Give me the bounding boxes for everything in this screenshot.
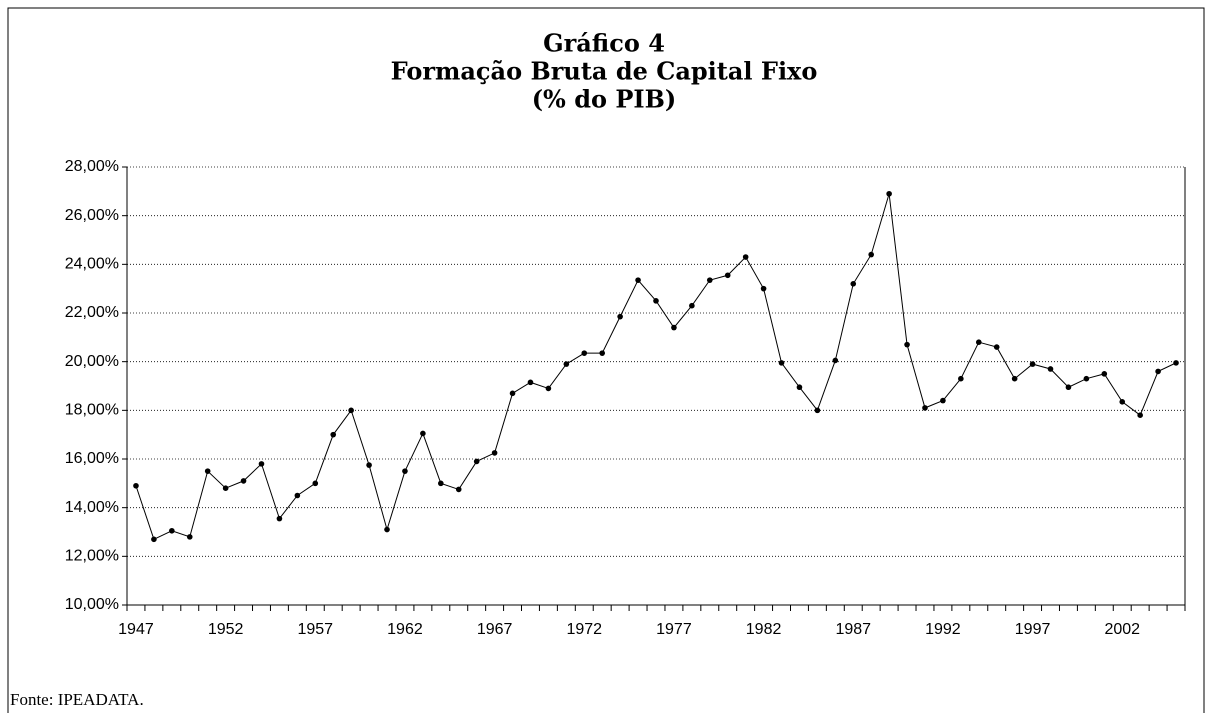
data-point — [169, 527, 175, 534]
data-point — [402, 468, 408, 474]
data-point — [240, 478, 247, 484]
y-tick-label: 20,00% — [65, 353, 119, 370]
data-point — [276, 515, 283, 522]
data-point — [617, 313, 623, 320]
data-point — [384, 526, 390, 533]
data-point — [204, 468, 211, 474]
data-point — [1137, 412, 1143, 419]
x-tick-label: 2002 — [1104, 621, 1140, 638]
data-point — [581, 350, 588, 356]
data-point — [724, 272, 731, 279]
data-point — [563, 361, 570, 367]
y-tick-label: 22,00% — [65, 304, 119, 321]
x-tick-label: 1972 — [566, 621, 602, 638]
x-tick-label: 1967 — [477, 621, 513, 638]
data-point — [742, 254, 749, 260]
data-point — [706, 277, 713, 283]
data-point — [958, 375, 964, 382]
x-tick-label: 1947 — [118, 621, 154, 638]
y-tick-label: 24,00% — [65, 256, 119, 273]
data-point — [1029, 361, 1036, 367]
data-point — [975, 339, 982, 346]
data-point — [151, 536, 157, 543]
data-point — [420, 430, 426, 437]
data-point — [222, 485, 229, 492]
data-point — [1119, 399, 1126, 405]
data-point — [366, 462, 372, 468]
data-point — [1047, 366, 1054, 372]
y-tick-label: 12,00% — [65, 548, 119, 565]
data-point — [940, 397, 946, 404]
data-point — [850, 281, 857, 287]
chart-subtitle: (% do PIB) — [532, 85, 677, 114]
data-point — [473, 458, 480, 465]
x-tick-label: 1982 — [746, 621, 782, 638]
data-point — [509, 390, 516, 397]
data-point — [312, 480, 319, 487]
x-tick-label: 1992 — [925, 621, 961, 638]
y-tick-label: 10,00% — [65, 596, 119, 613]
data-line — [135, 193, 1177, 540]
y-tick-label: 26,00% — [65, 207, 119, 224]
data-point — [671, 324, 677, 331]
y-tick-label: 14,00% — [65, 499, 119, 516]
data-point — [689, 302, 695, 309]
data-point — [599, 350, 606, 356]
x-tick-label: 1987 — [835, 621, 871, 638]
data-point — [814, 407, 821, 414]
data-point — [294, 492, 301, 499]
data-point — [886, 190, 892, 197]
data-point — [1101, 371, 1108, 377]
x-tick-label: 1962 — [387, 621, 423, 638]
data-point — [1011, 375, 1018, 382]
x-tick-label: 1997 — [1015, 621, 1051, 638]
data-point — [993, 344, 1000, 350]
data-point — [258, 461, 265, 467]
data-point — [1173, 360, 1179, 366]
data-point — [922, 405, 928, 411]
data-point — [133, 482, 139, 489]
data-point — [455, 486, 462, 493]
data-point — [1065, 384, 1072, 391]
data-point — [491, 450, 498, 456]
chart-title: Formação Bruta de Capital Fixo — [391, 57, 818, 86]
y-tick-label: 16,00% — [65, 450, 119, 467]
data-point — [653, 298, 659, 304]
data-point — [778, 360, 785, 366]
data-point — [868, 251, 874, 258]
data-point — [527, 379, 534, 386]
data-point — [635, 277, 641, 283]
data-point — [186, 534, 193, 540]
x-tick-label: 1952 — [208, 621, 244, 638]
data-point — [545, 385, 552, 392]
y-tick-label: 28,00% — [65, 158, 119, 175]
data-point — [348, 407, 354, 414]
source-note: Fonte: IPEADATA. — [10, 690, 144, 709]
data-point — [832, 357, 839, 364]
data-point — [760, 285, 767, 292]
data-point — [904, 341, 910, 348]
frame — [7, 7, 1205, 713]
x-tick-label: 1957 — [297, 621, 333, 638]
data-point — [330, 431, 337, 438]
data-point — [1155, 368, 1161, 375]
data-point — [1083, 375, 1090, 382]
chart-title: Gráfico 4 — [543, 29, 665, 58]
data-point — [438, 480, 444, 487]
data-point — [796, 384, 803, 391]
x-tick-label: 1977 — [656, 621, 692, 638]
y-tick-label: 18,00% — [65, 402, 119, 419]
